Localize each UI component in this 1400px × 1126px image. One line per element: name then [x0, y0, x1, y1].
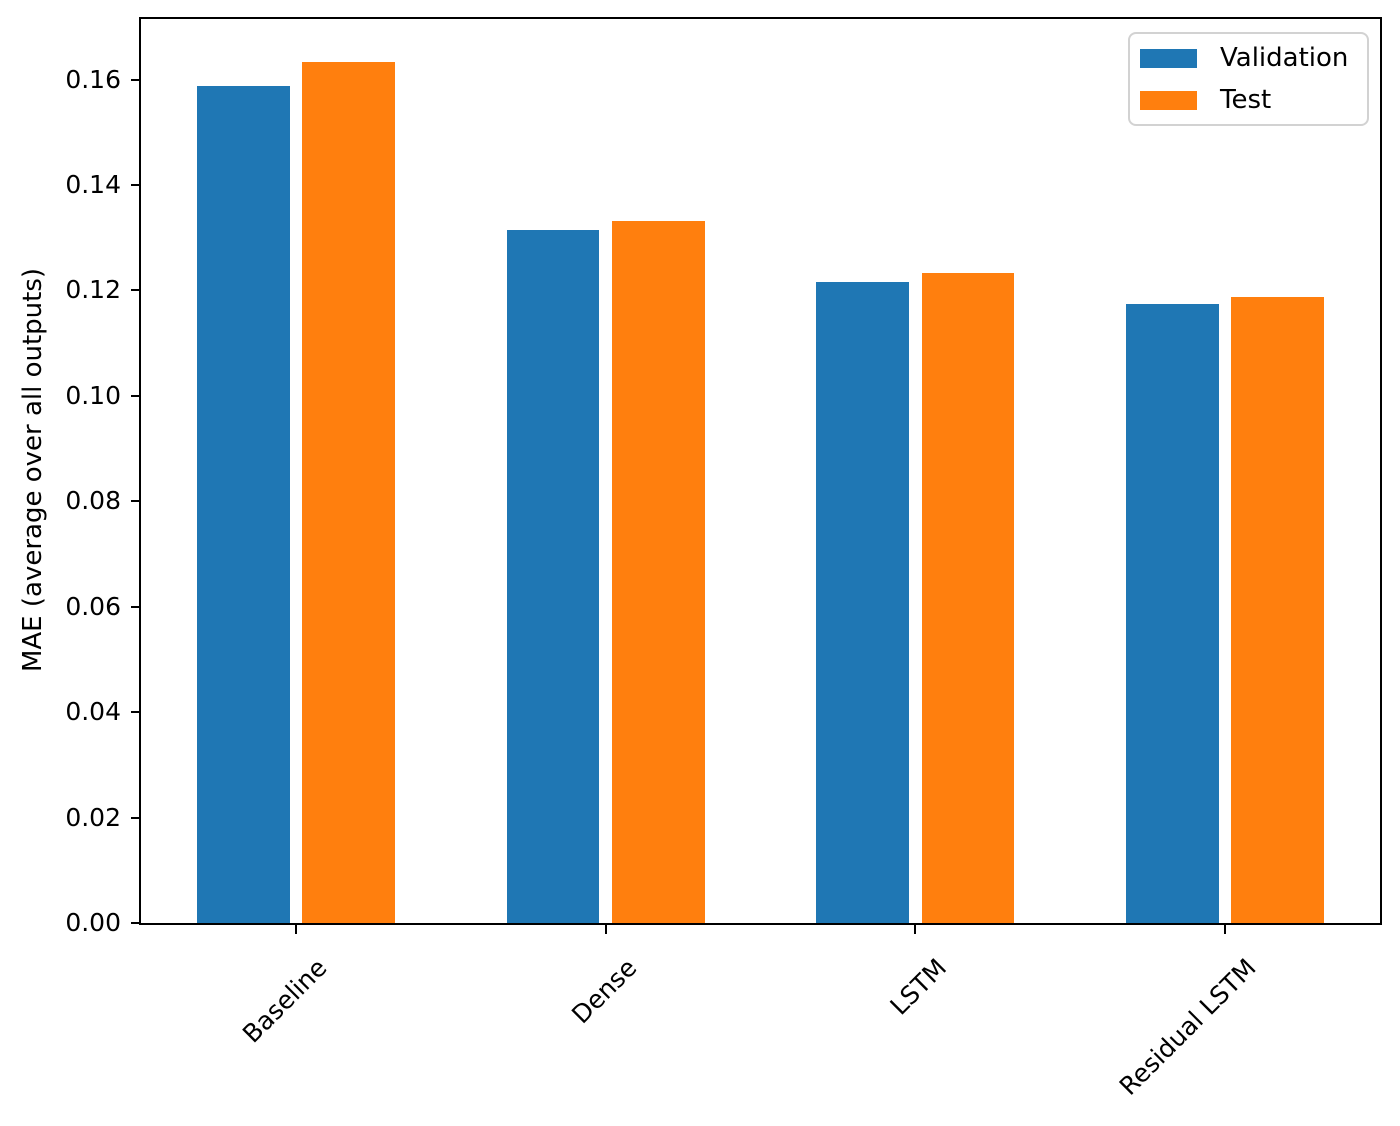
bar-test-residual-lstm: [1231, 296, 1325, 923]
x-tick-label-baseline: Baseline: [236, 953, 333, 1049]
x-tick-mark: [1224, 925, 1227, 934]
x-tick-label-dense: Dense: [565, 953, 643, 1030]
y-tick-mark: [131, 78, 139, 81]
y-tick-label: 0.14: [65, 169, 121, 199]
bar-test-baseline: [302, 62, 395, 923]
y-tick-label: 0.16: [65, 64, 121, 94]
legend-label-test: Test: [1220, 85, 1272, 115]
y-tick-mark: [131, 605, 139, 608]
y-tick-mark: [131, 289, 139, 292]
y-tick-label: 0.12: [65, 275, 121, 305]
validation-color-swatch: [1140, 48, 1197, 68]
y-tick-mark: [131, 922, 139, 924]
legend: Validation Test: [1128, 32, 1369, 126]
test-color-swatch: [1140, 90, 1197, 110]
y-tick-label: 0.00: [65, 907, 121, 937]
legend-label-validation: Validation: [1220, 43, 1349, 73]
x-tick-mark: [604, 925, 607, 934]
y-tick-mark: [131, 816, 139, 819]
legend-item-test: Test: [1140, 79, 1367, 121]
y-tick-mark: [131, 184, 139, 187]
y-tick-mark: [131, 711, 139, 714]
bar-validation-dense: [506, 229, 600, 923]
plot-area: Validation Test 0.00 0.02 0.04 0.06 0.08 0.10…: [65, 17, 1382, 1101]
x-tick-mark: [294, 925, 297, 934]
y-tick-label: 0.06: [65, 591, 121, 621]
y-tick-mark: [131, 394, 139, 397]
bar-validation-lstm: [816, 282, 910, 923]
y-tick-label: 0.02: [65, 802, 121, 832]
x-tick-mark: [914, 925, 917, 934]
legend-item-validation: Validation: [1140, 37, 1367, 79]
bar-validation-baseline: [196, 86, 290, 923]
y-axis-label: MAE (average over all outputs): [18, 267, 48, 673]
y-tick-mark: [131, 500, 139, 503]
x-tick-label-residual-lstm: Residual LSTM: [1113, 953, 1262, 1101]
bar-test-dense: [611, 221, 705, 923]
y-tick-label: 0.08: [65, 486, 121, 516]
y-tick-label: 0.04: [65, 697, 121, 727]
bar-test-lstm: [921, 273, 1015, 923]
y-tick-label: 0.10: [65, 380, 121, 410]
bar-validation-residual-lstm: [1126, 303, 1219, 923]
x-tick-label-lstm: LSTM: [884, 953, 952, 1021]
